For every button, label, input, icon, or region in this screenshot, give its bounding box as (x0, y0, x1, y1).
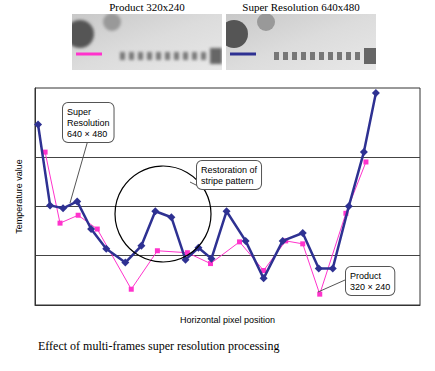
svg-text:Effect of multi-frames super r: Effect of multi-frames super resolution … (38, 339, 279, 353)
svg-text:Super: Super (67, 107, 91, 117)
html-text:Product 320x240: Product 320x240 (109, 1, 185, 13)
svg-text:Restoration of: Restoration of (201, 165, 258, 175)
svg-text:stripe pattern: stripe pattern (201, 176, 254, 186)
svg-text:Horizontal pixel position: Horizontal pixel position (180, 315, 275, 325)
html-text:Super Resolution 640x480: Super Resolution 640x480 (242, 1, 360, 13)
svg-text:320 × 240: 320 × 240 (350, 282, 390, 292)
svg-text:640 × 480: 640 × 480 (67, 129, 107, 139)
svg-text:Resolution: Resolution (67, 118, 110, 128)
svg-text:Product: Product (350, 271, 382, 281)
svg-text:Temperature value: Temperature value (14, 159, 24, 234)
